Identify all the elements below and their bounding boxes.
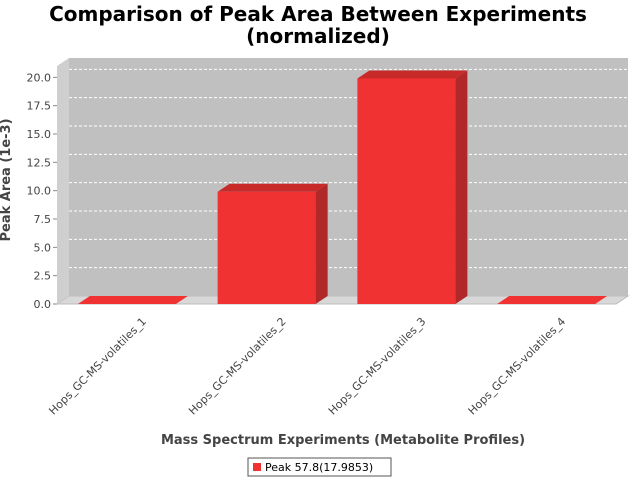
bar-top <box>217 183 328 192</box>
bar-side <box>315 183 328 304</box>
bar-top <box>357 70 468 79</box>
bar-top <box>77 296 188 304</box>
y-tick-label: 15.0 <box>27 128 52 141</box>
y-tick-label: 12.5 <box>27 156 52 169</box>
plot-left-wall <box>57 58 69 304</box>
bar-side <box>455 70 468 304</box>
x-tick-label: Hops_GC-MS-volatiles_4 <box>466 315 569 418</box>
x-axis-ticks: Hops_GC-MS-volatiles_1 Hops_GC-MS-volatil… <box>46 315 568 418</box>
legend-swatch <box>253 463 261 471</box>
x-axis-label: Mass Spectrum Experiments (Metabolite Pr… <box>161 433 525 448</box>
legend-entry: Peak 57.8(17.9853) <box>265 461 373 474</box>
y-tick-label: 5.0 <box>34 241 52 254</box>
y-axis-ticks: 0.0 2.5 5.0 7.5 10.0 12.5 15.0 17.5 20.0 <box>27 71 57 311</box>
gridlines <box>69 68 628 269</box>
y-tick-label: 7.5 <box>34 213 52 226</box>
x-tick-label: Hops_GC-MS-volatiles_2 <box>186 315 289 418</box>
legend-box <box>247 457 392 477</box>
bar-top <box>497 296 608 304</box>
chart-subtitle: (normalized) <box>246 24 390 48</box>
plot-background <box>69 58 628 296</box>
y-tick-label: 20.0 <box>27 71 52 84</box>
chart-title: Comparison of Peak Area Between Experime… <box>49 2 587 26</box>
y-tick-label: 17.5 <box>27 100 52 113</box>
x-tick-label: Hops_GC-MS-volatiles_3 <box>326 315 429 418</box>
x-tick-label: Hops_GC-MS-volatiles_1 <box>46 315 149 418</box>
y-tick-label: 10.0 <box>27 185 52 198</box>
bar <box>357 78 456 304</box>
y-tick-label: 2.5 <box>34 270 52 283</box>
y-axis-label: Peak Area (1e-3) <box>0 118 14 241</box>
bars <box>77 70 608 304</box>
bar <box>217 191 316 304</box>
y-tick-label: 0.0 <box>34 298 52 311</box>
legend: Peak 57.8(17.9853) <box>247 457 392 477</box>
